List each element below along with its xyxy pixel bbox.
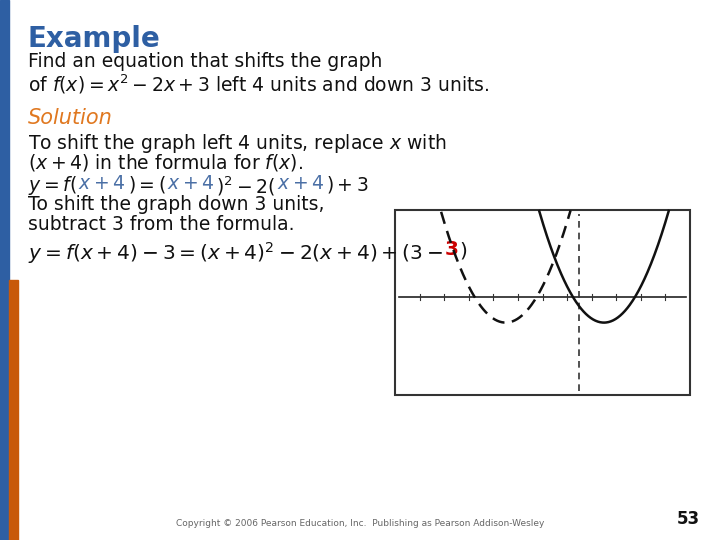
Text: $(x + 4)$ in the formula for $f(x)$.: $(x + 4)$ in the formula for $f(x)$. <box>28 152 303 173</box>
Text: $)$: $)$ <box>459 240 467 261</box>
Text: $y = f($: $y = f($ <box>28 174 77 197</box>
Text: Find an equation that shifts the graph: Find an equation that shifts the graph <box>28 52 382 71</box>
Text: $x + 4$: $x + 4$ <box>78 174 126 193</box>
Bar <box>0 0 9 540</box>
Text: $) = ($: $) = ($ <box>127 174 166 195</box>
Text: $x + 4$: $x + 4$ <box>167 174 215 193</box>
Text: $\mathbf{3}$: $\mathbf{3}$ <box>444 240 459 259</box>
Text: $x + 4$: $x + 4$ <box>277 174 325 193</box>
Text: $y = f(x + 4) - 3 = (x + 4)^2 - 2(x + 4) + (3 -$: $y = f(x + 4) - 3 = (x + 4)^2 - 2(x + 4)… <box>28 240 443 266</box>
Bar <box>9 280 18 540</box>
Text: $) + 3$: $) + 3$ <box>326 174 369 195</box>
Text: of $f(x) = x^2 - 2x + 3$ left 4 units and down 3 units.: of $f(x) = x^2 - 2x + 3$ left 4 units an… <box>28 72 490 96</box>
Text: Solution: Solution <box>28 108 113 128</box>
Text: To shift the graph down 3 units,: To shift the graph down 3 units, <box>28 195 325 214</box>
Bar <box>395 210 690 395</box>
Text: 53: 53 <box>677 510 700 528</box>
Bar <box>395 210 690 395</box>
Text: Example: Example <box>28 25 161 53</box>
Text: $)^2 - 2($: $)^2 - 2($ <box>216 174 275 198</box>
Text: Copyright © 2006 Pearson Education, Inc.  Publishing as Pearson Addison-Wesley: Copyright © 2006 Pearson Education, Inc.… <box>176 519 544 528</box>
Text: subtract 3 from the formula.: subtract 3 from the formula. <box>28 215 294 234</box>
Text: To shift the graph left 4 units, replace $x$ with: To shift the graph left 4 units, replace… <box>28 132 446 155</box>
